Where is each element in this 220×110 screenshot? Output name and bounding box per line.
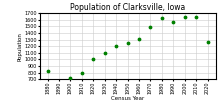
Point [80,72,84,74]
Point [92,58,95,60]
Point [114,45,118,47]
Point [194,16,198,18]
X-axis label: Census Year: Census Year [111,96,144,101]
Point [160,18,164,19]
Point [206,41,209,43]
Point [57,84,61,85]
Point [46,70,49,72]
Point [103,52,106,54]
Point [183,16,187,18]
Point [126,42,129,44]
Point [69,77,72,79]
Title: Population of Clarksville, Iowa: Population of Clarksville, Iowa [70,3,185,12]
Point [172,21,175,23]
Point [137,38,141,40]
Y-axis label: Population: Population [18,32,23,61]
Point [149,26,152,28]
